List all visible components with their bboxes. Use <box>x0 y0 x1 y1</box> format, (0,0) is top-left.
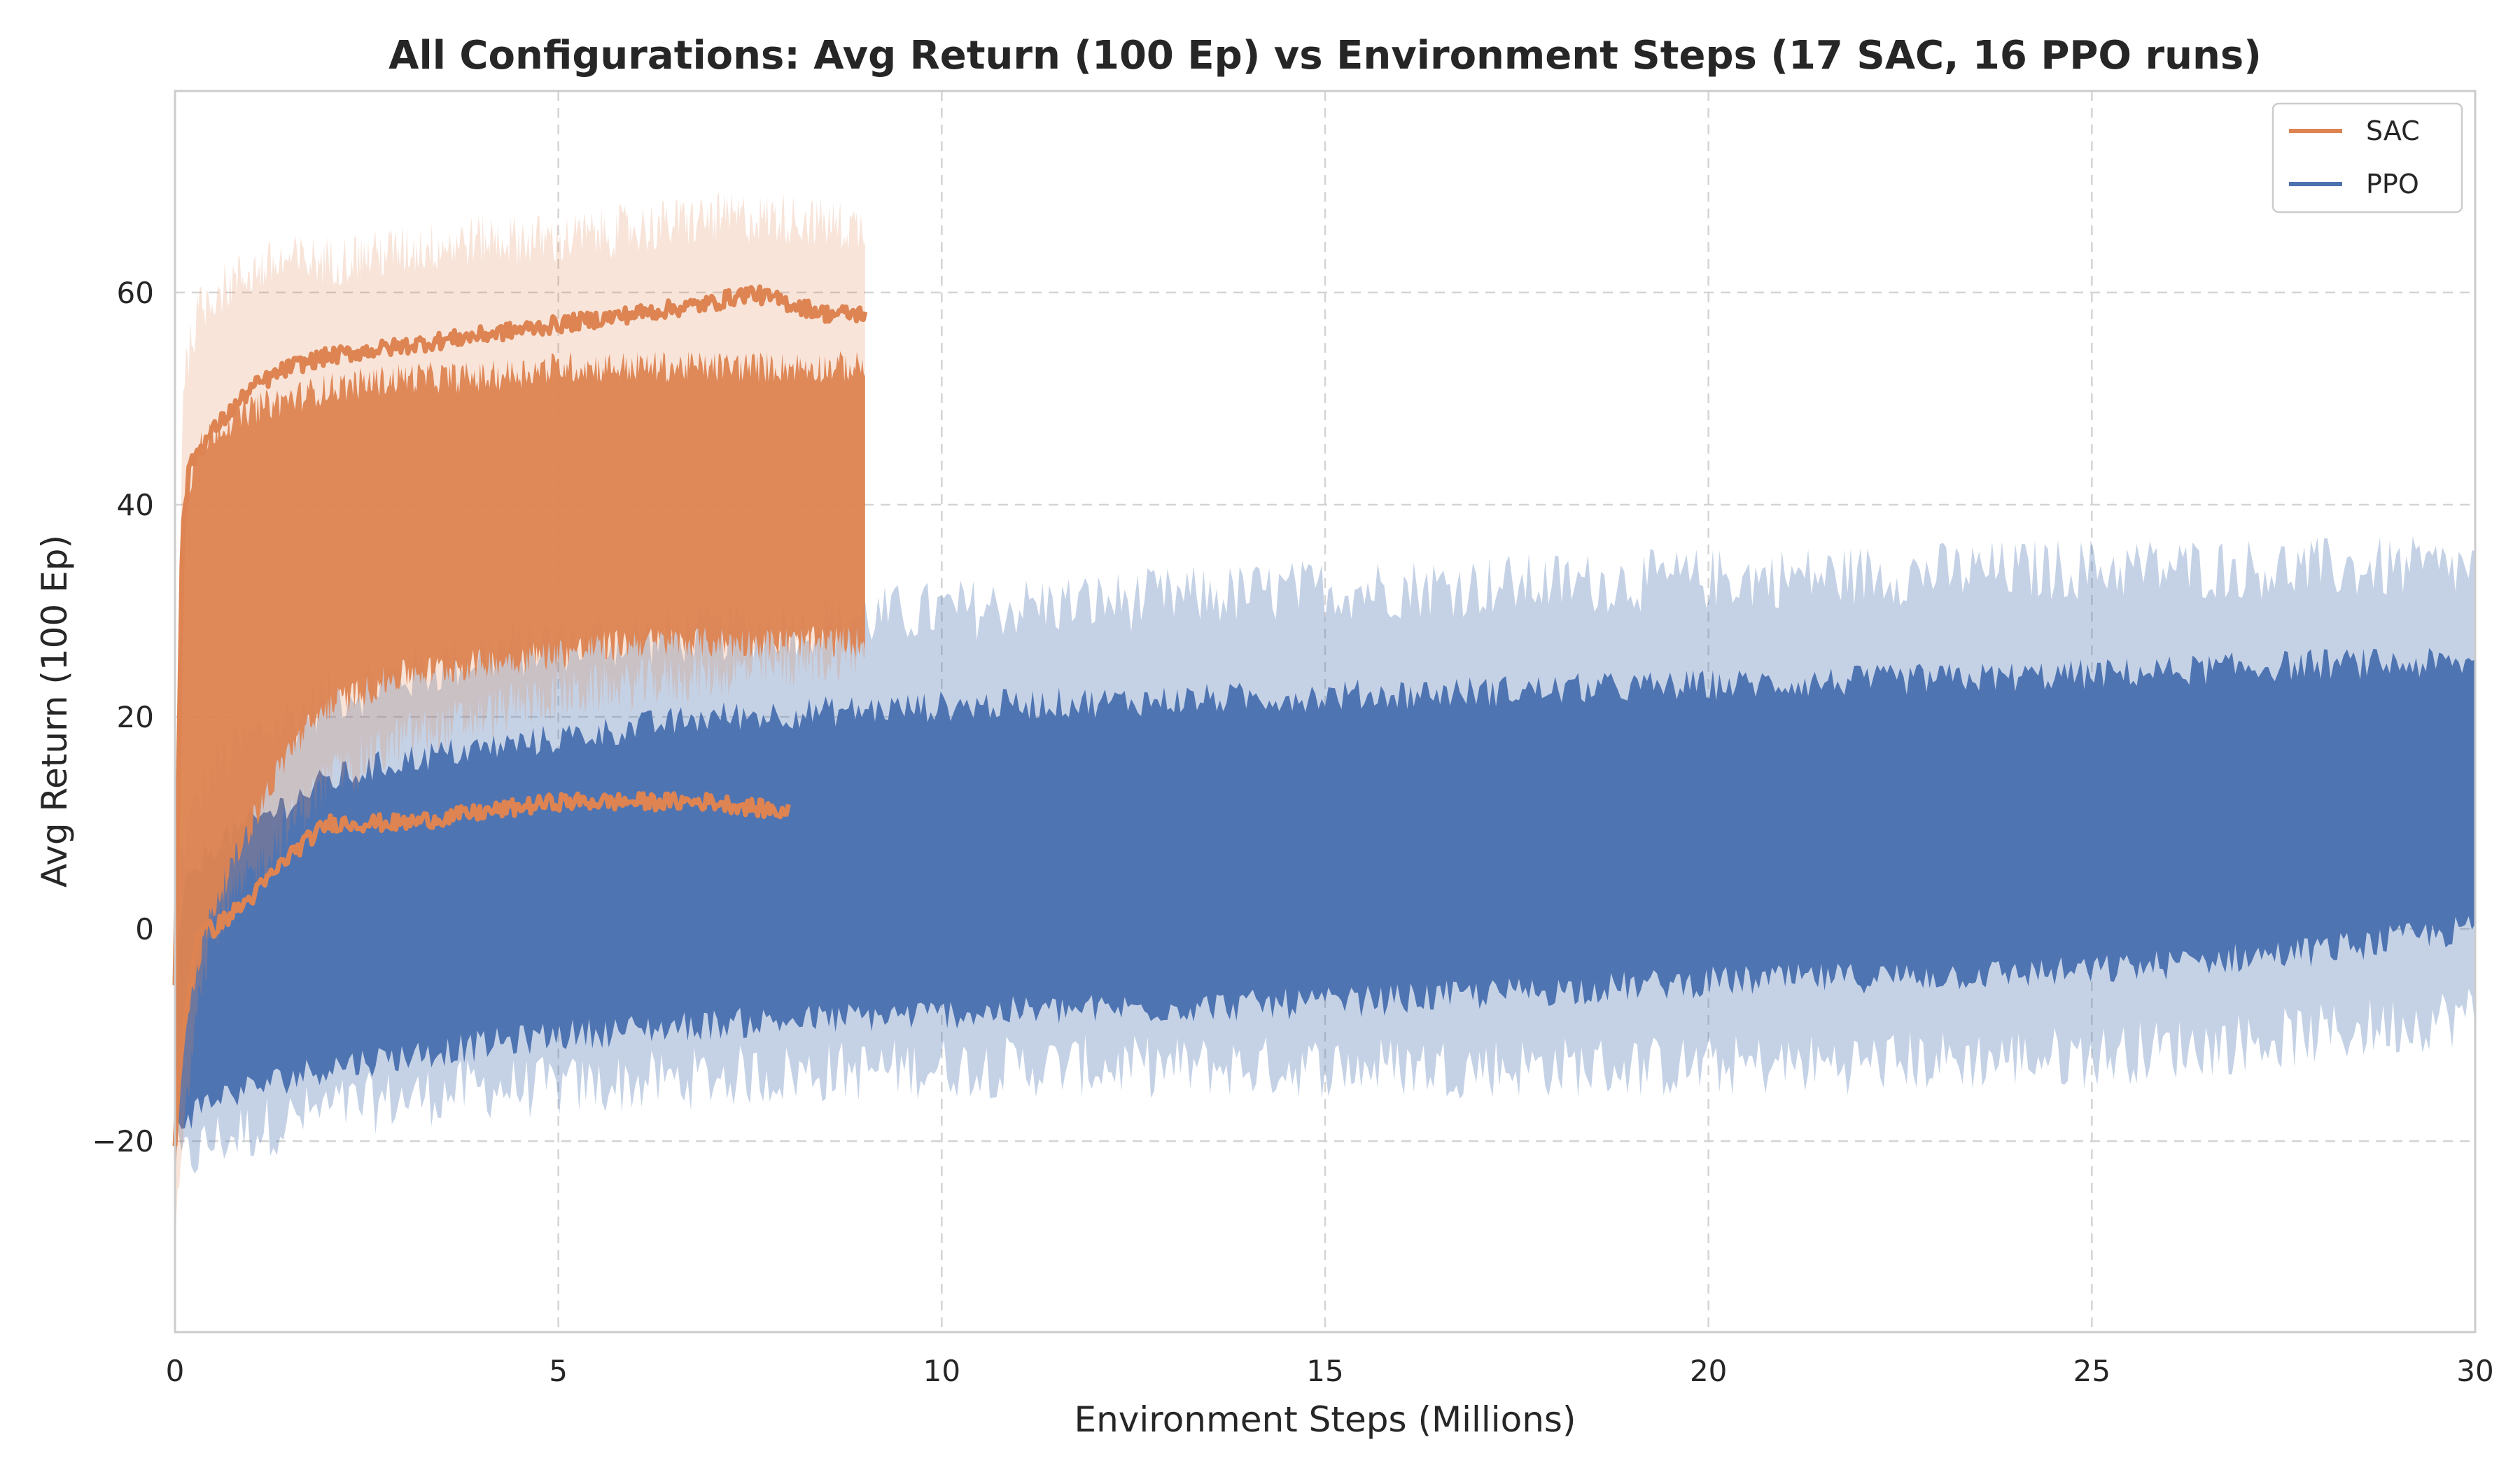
y-tick-label: 0 <box>135 912 154 946</box>
series-ppo <box>175 536 2475 1175</box>
chart-title: All Configurations: Avg Return (100 Ep) … <box>388 33 2262 78</box>
y-axis-label: Avg Return (100 Ep) <box>34 535 75 888</box>
legend-label-ppo: PPO <box>2366 169 2419 200</box>
legend-label-sac: SAC <box>2366 115 2420 146</box>
ticks: 0 5 10 15 20 25 30 −20 0 20 40 60 <box>92 276 2493 1388</box>
sac-best-run-line <box>172 284 868 986</box>
y-tick-label: −20 <box>92 1124 154 1158</box>
x-tick-label: 0 <box>166 1354 185 1388</box>
y-tick-label: 60 <box>117 276 154 310</box>
x-tick-label: 20 <box>1690 1354 1727 1388</box>
sac-low-run-line <box>172 791 791 1147</box>
x-tick-label: 10 <box>923 1354 960 1388</box>
x-tick-label: 5 <box>549 1354 568 1388</box>
sac-dense-band <box>175 351 865 1199</box>
y-tick-label: 40 <box>117 488 154 522</box>
x-tick-label: 25 <box>2073 1354 2110 1388</box>
plot-frame <box>174 90 2477 1334</box>
x-tick-label: 30 <box>2456 1354 2493 1388</box>
x-axis-label: Environment Steps (Millions) <box>1074 1399 1576 1440</box>
y-tick-label: 20 <box>117 700 154 734</box>
ppo-dense-band <box>175 648 2475 1129</box>
x-tick-label: 15 <box>1306 1354 1343 1388</box>
series-layer <box>172 192 2475 1261</box>
legend: SAC PPO <box>2272 102 2463 214</box>
series-sac <box>172 192 868 1261</box>
